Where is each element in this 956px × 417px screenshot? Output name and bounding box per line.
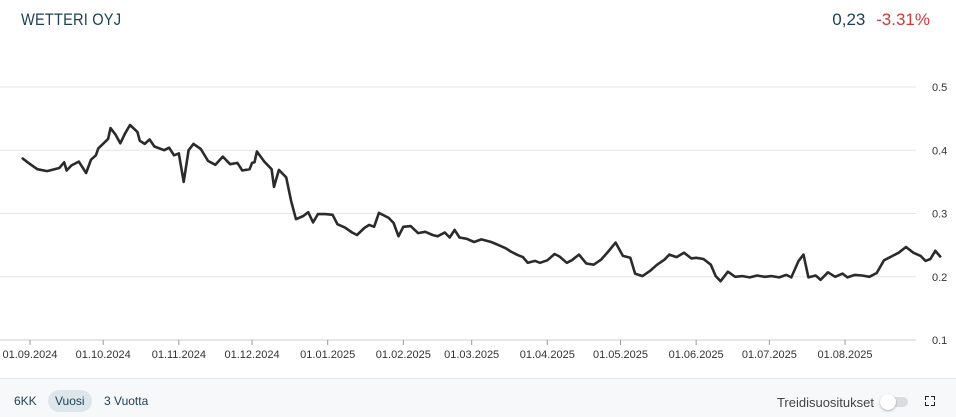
chart-footer: 6KK Vuosi 3 Vuotta Treidisuositukset <box>0 378 956 417</box>
trend-recommendations-toggle[interactable] <box>880 394 908 410</box>
x-tick-label: 01.05.2025 <box>593 349 648 361</box>
stock-title: WETTERI OYJ <box>21 10 122 29</box>
price-line <box>21 123 942 283</box>
y-tick-label: 0.3 <box>932 209 947 221</box>
x-tick-label: 01.09.2024 <box>2 349 57 361</box>
range-vuosi-button[interactable]: Vuosi <box>48 390 92 412</box>
quote-box: 0,23 -3.31% <box>832 10 930 30</box>
y-tick-label: 0.2 <box>932 272 947 284</box>
x-tick-label: 01.03.2025 <box>444 349 499 361</box>
x-tick-label: 01.08.2025 <box>817 349 872 361</box>
y-axis: 0.5 0.4 0.3 0.2 0.1 <box>932 82 947 347</box>
x-tick-label: 01.07.2025 <box>742 349 797 361</box>
price-change: -3.31% <box>876 10 930 29</box>
x-tick-label: 01.02.2025 <box>376 349 431 361</box>
trend-recommendations-label: Treidisuositukset <box>776 395 874 410</box>
x-tick-label: 01.12.2024 <box>225 349 280 361</box>
x-tick-label: 01.04.2025 <box>520 349 575 361</box>
grid-lines <box>0 86 916 341</box>
x-tick-label: 01.01.2025 <box>300 349 355 361</box>
y-tick-label: 0.1 <box>932 335 947 347</box>
expand-icon[interactable] <box>925 396 935 406</box>
x-tick-label: 01.11.2024 <box>152 349 206 361</box>
toggle-knob <box>880 394 896 410</box>
y-tick-label: 0.4 <box>932 145 947 157</box>
range-3-vuotta-button[interactable]: 3 Vuotta <box>104 394 149 408</box>
y-tick-label: 0.5 <box>932 82 947 94</box>
x-axis: 01.09.2024 01.10.2024 01.11.2024 01.12.2024… <box>2 340 873 361</box>
last-price: 0,23 <box>832 10 866 29</box>
price-chart[interactable]: 0.5 0.4 0.3 0.2 0.1 01.09.2024 01.10.2024 01.1… <box>0 0 956 378</box>
range-6kk-button[interactable]: 6KK <box>14 394 37 408</box>
x-tick-label: 01.06.2025 <box>669 349 724 361</box>
x-tick-label: 01.10.2024 <box>76 349 131 361</box>
